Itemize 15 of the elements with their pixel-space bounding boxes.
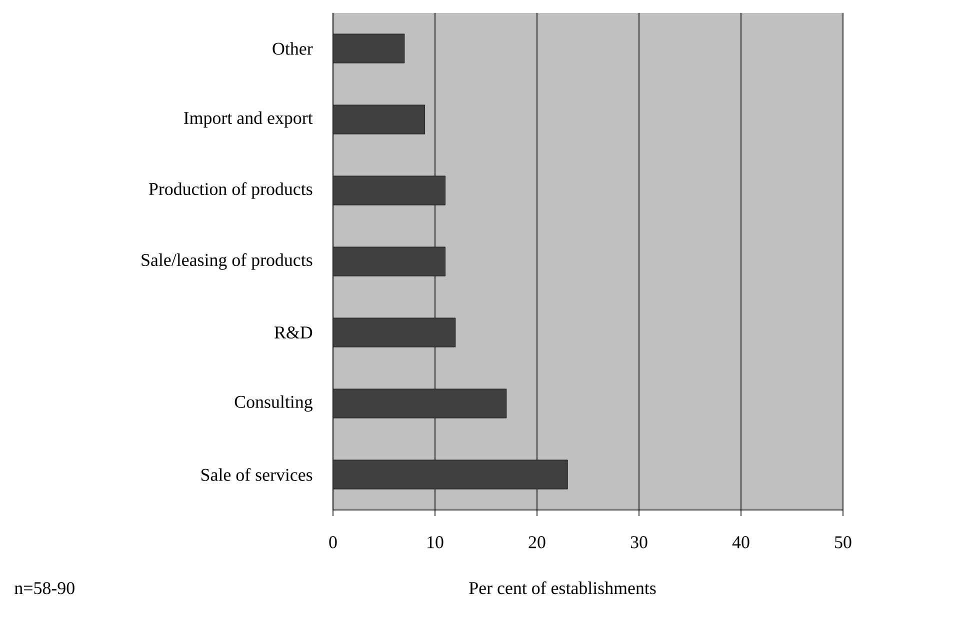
y-tick-label: Consulting bbox=[234, 395, 312, 412]
x-tick-label: 30 bbox=[630, 536, 648, 548]
y-tick-label: Production of products bbox=[148, 182, 312, 199]
x-tick-label: 0 bbox=[329, 536, 337, 548]
y-tick-label: Import and export bbox=[184, 111, 313, 128]
x-tick-label: 40 bbox=[732, 536, 750, 548]
x-tick-label: 10 bbox=[428, 536, 444, 548]
text: n=58-90 bbox=[14, 582, 74, 594]
y-tick-label: Sale of services bbox=[201, 468, 312, 481]
y-tick-label: Other bbox=[272, 42, 313, 55]
x-tick-label: 50 bbox=[835, 536, 852, 548]
y-tick-label: R&D bbox=[274, 326, 312, 339]
x-tick-label: 20 bbox=[528, 536, 546, 548]
x-axis-title: Per cent of establishments bbox=[469, 581, 656, 594]
y-tick-label: Sale/leasing of products bbox=[142, 253, 312, 270]
